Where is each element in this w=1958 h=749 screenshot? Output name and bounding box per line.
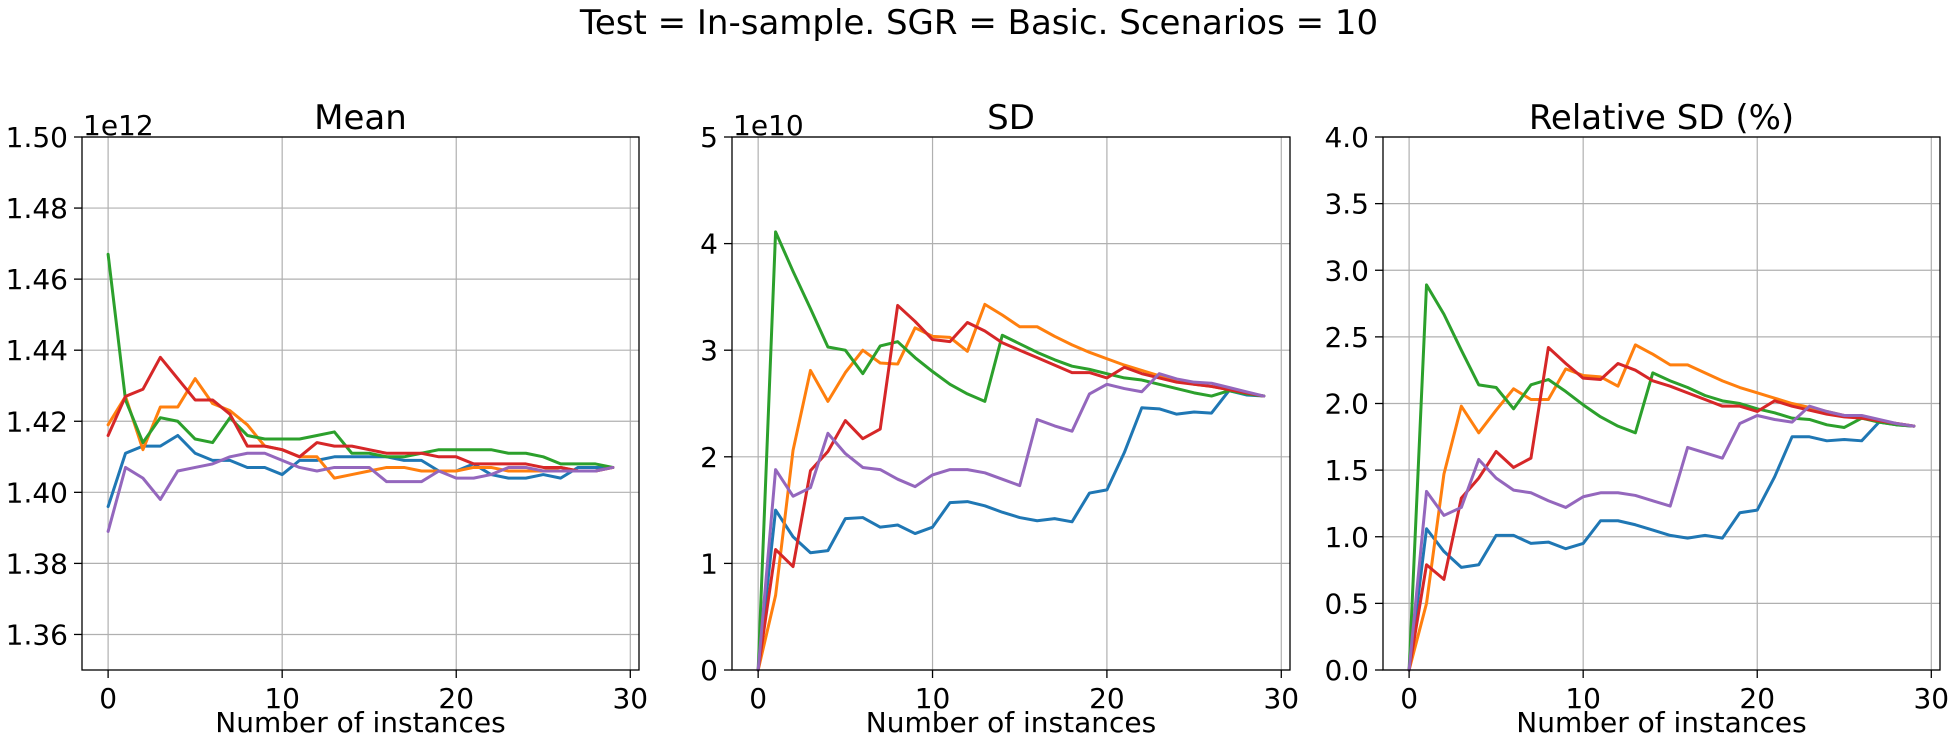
y-tick-label: 0 <box>700 654 718 687</box>
x-tick-label: 30 <box>1913 682 1949 715</box>
series-line-red <box>1407 346 1916 672</box>
x-axis-label: Number of instances <box>1516 706 1806 739</box>
subplot-3: 0 10 20 30 0.0 0.5 1.0 1.5 2.0 2.5 3.0 3.5 4.0 Relati… <box>1324 98 1949 739</box>
y-tick-label: 1.36 <box>6 618 68 651</box>
y-tick-label: 1.44 <box>6 334 68 367</box>
series-line-green <box>756 230 1266 672</box>
y-tick-label: 1 <box>700 547 718 580</box>
y-tick-label: 4.0 <box>1324 121 1369 154</box>
y-tick-label: 1.50 <box>6 121 68 154</box>
x-tick-label: 10 <box>264 682 300 715</box>
x-tick-label: 0 <box>99 682 117 715</box>
series-line-purple <box>756 372 1266 672</box>
y-tick-label: 1.48 <box>6 192 68 225</box>
series-line-red <box>106 355 615 473</box>
series-line-purple <box>106 451 615 533</box>
y-tick-label: 2.5 <box>1324 321 1369 354</box>
series-line-orange <box>106 377 615 480</box>
series-line-orange <box>756 302 1266 672</box>
series-line-purple <box>1407 404 1916 672</box>
x-tick-label: 30 <box>612 682 648 715</box>
axes-frame <box>731 136 1291 671</box>
y-tick-label: 2.0 <box>1324 388 1369 421</box>
x-tick-label: 10 <box>1565 682 1601 715</box>
y-tick-label: 1.40 <box>6 476 68 509</box>
series-line-green <box>1407 283 1916 672</box>
y-tick-label: 3.5 <box>1324 188 1369 221</box>
axis-offset-label: 1e10 <box>733 109 804 142</box>
y-tick-label: 2 <box>700 441 718 474</box>
x-tick-label: 20 <box>438 682 474 715</box>
subplot-title: Mean <box>314 98 407 138</box>
y-tick-label: 0.0 <box>1324 654 1369 687</box>
axes-frame <box>81 136 640 671</box>
x-tick-label: 20 <box>1089 682 1125 715</box>
y-tick-label: 1.42 <box>6 405 68 438</box>
x-tick-label: 0 <box>1400 682 1418 715</box>
x-tick-label: 0 <box>749 682 767 715</box>
subplot-1: 0 10 20 30 1.36 1.38 1.40 1.42 1.44 1.46 1.48 1.50 M… <box>6 98 648 739</box>
series-line-blue <box>1407 420 1916 672</box>
figure-suptitle: Test = In-sample. SGR = Basic. Scenarios… <box>579 3 1378 43</box>
y-tick-label: 1.46 <box>6 263 68 296</box>
series-line-blue <box>756 389 1266 672</box>
x-tick-label: 20 <box>1739 682 1775 715</box>
y-tick-label: 1.0 <box>1324 521 1369 554</box>
series-line-red <box>756 303 1266 672</box>
y-tick-label: 4 <box>700 228 718 261</box>
y-tick-label: 1.38 <box>6 547 68 580</box>
y-tick-label: 0.5 <box>1324 587 1369 620</box>
subplot-grid: 0 10 20 301.361.381.401.421.441.461.481.50 M… <box>6 98 1949 739</box>
subplot-title: Relative SD (%) <box>1529 98 1794 138</box>
series-line-green <box>106 252 615 469</box>
series-line-orange <box>1407 343 1916 672</box>
x-tick-label: 10 <box>915 682 951 715</box>
x-axis-label: Number of instances <box>866 706 1156 739</box>
y-tick-label: 3.0 <box>1324 254 1369 287</box>
x-axis-label: Number of instances <box>215 706 505 739</box>
subplot-title: SD <box>987 98 1035 138</box>
y-tick-label: 5 <box>700 121 718 154</box>
y-tick-label: 3 <box>700 334 718 367</box>
y-tick-label: 1.5 <box>1324 454 1369 487</box>
series-line-blue <box>106 433 615 509</box>
x-tick-label: 30 <box>1263 682 1299 715</box>
subplot-2: 0 10 20 30 0 1 2 3 4 5 SD 1e10 Number of instances <box>700 98 1299 739</box>
axis-offset-label: 1e12 <box>83 109 154 142</box>
